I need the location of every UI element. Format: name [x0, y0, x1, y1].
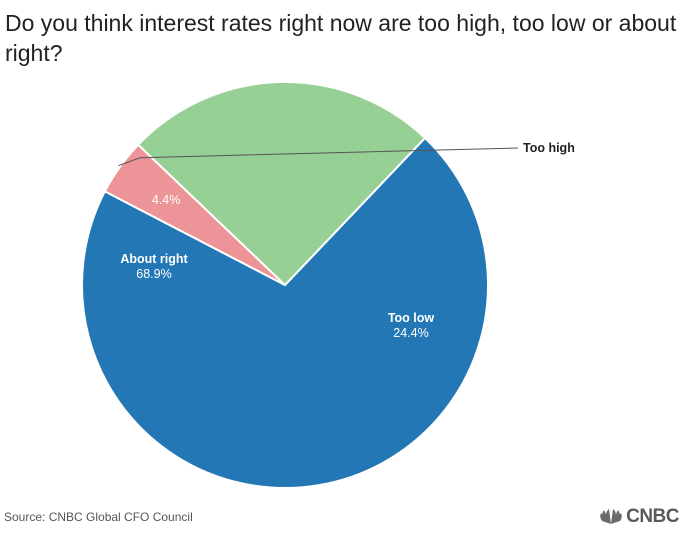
peacock-icon	[600, 509, 622, 524]
logo-text: CNBC	[626, 506, 679, 527]
slice-value-about-right: 68.9%	[136, 267, 171, 281]
slice-value-too-high: 4.4%	[152, 193, 181, 207]
cnbc-logo: CNBC	[598, 506, 679, 528]
slice-label-too-high: Too high	[523, 141, 575, 155]
chart-title: Do you think interest rates right now ar…	[5, 10, 677, 66]
pie-slice-too-low	[136, 81, 427, 287]
leader-line-too-high	[118, 147, 519, 167]
source-note: Source: CNBC Global CFO Council	[4, 510, 193, 524]
slice-label-too-low: Too low	[388, 311, 435, 325]
slice-label-about-right: About right	[120, 252, 188, 266]
slice-value-too-low: 24.4%	[393, 326, 428, 340]
pie-slice-about-right	[81, 136, 489, 489]
